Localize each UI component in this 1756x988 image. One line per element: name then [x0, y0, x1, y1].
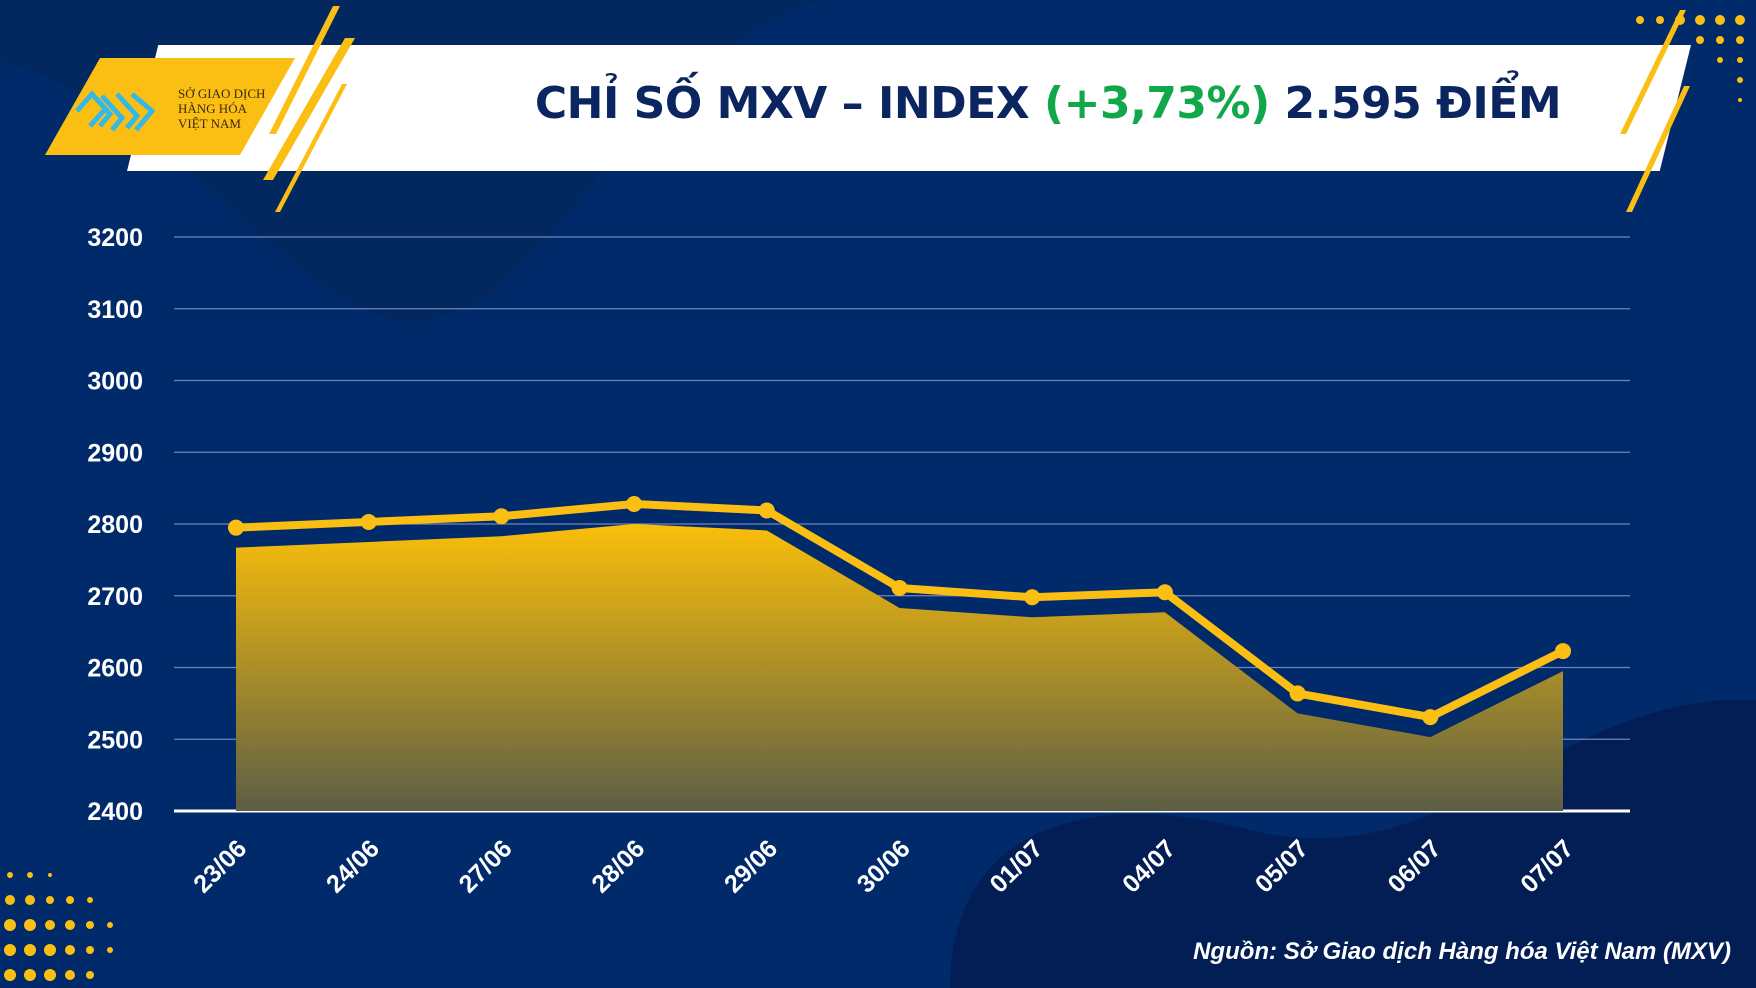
title-prefix: CHỈ SỐ MXV – INDEX	[534, 78, 1044, 129]
title-suffix: 2.595 ĐIỂM	[1269, 78, 1562, 129]
x-tick-label: 28/06	[586, 834, 650, 898]
data-point	[228, 519, 244, 536]
y-tick-label: 2800	[87, 511, 143, 539]
x-tick-label: 27/06	[454, 834, 518, 898]
y-tick-label: 3100	[87, 296, 143, 324]
y-tick-label: 2600	[87, 655, 143, 683]
y-tick-label: 2500	[87, 726, 143, 754]
x-tick-label: 04/07	[1117, 834, 1181, 898]
title-banner	[127, 45, 1691, 171]
data-point	[758, 502, 775, 519]
x-tick-label: 24/06	[321, 834, 385, 898]
x-tick-label: 30/06	[852, 834, 916, 898]
x-tick-label: 07/07	[1515, 834, 1579, 898]
page-title: CHỈ SỐ MXV – INDEX (+3,73%) 2.595 ĐIỂM	[380, 78, 1716, 129]
accent-stripes	[263, 6, 1690, 212]
data-point	[1555, 643, 1571, 660]
logo-line-3: VIỆT NAM	[178, 116, 241, 131]
data-point	[891, 579, 908, 596]
area-fill	[236, 524, 1563, 811]
title-change: (+3,73%)	[1044, 78, 1270, 129]
x-tick-label: 29/06	[719, 834, 783, 898]
dot-pattern-top-right	[1636, 15, 1745, 102]
y-tick-label: 3000	[87, 368, 143, 396]
logo-line-1: SỞ GIAO DỊCH	[178, 86, 266, 101]
x-tick-label: 05/07	[1250, 834, 1314, 898]
logo-line-2: HÀNG HÓA	[178, 101, 247, 116]
logo-text: SỞ GIAO DỊCH HÀNG HÓA VIỆT NAM	[178, 86, 298, 131]
y-tick-label: 2700	[87, 583, 143, 611]
y-tick-label: 2400	[87, 798, 143, 826]
x-tick-label: 23/06	[188, 834, 252, 898]
data-point	[1156, 584, 1173, 601]
data-point	[1289, 685, 1306, 702]
data-point	[360, 513, 377, 530]
y-tick-label: 3200	[87, 224, 143, 252]
data-point	[493, 508, 510, 525]
data-point	[1422, 709, 1439, 726]
x-tick-label: 01/07	[984, 834, 1048, 898]
dot-pattern-bottom-left	[4, 872, 113, 981]
data-point	[1024, 589, 1041, 606]
x-tick-label: 06/07	[1383, 834, 1447, 898]
source-note: Nguồn: Sở Giao dịch Hàng hóa Việt Nam (M…	[1193, 938, 1731, 965]
data-point	[626, 496, 643, 512]
y-tick-label: 2900	[87, 439, 143, 467]
mxv-logo-mark	[75, 90, 156, 132]
